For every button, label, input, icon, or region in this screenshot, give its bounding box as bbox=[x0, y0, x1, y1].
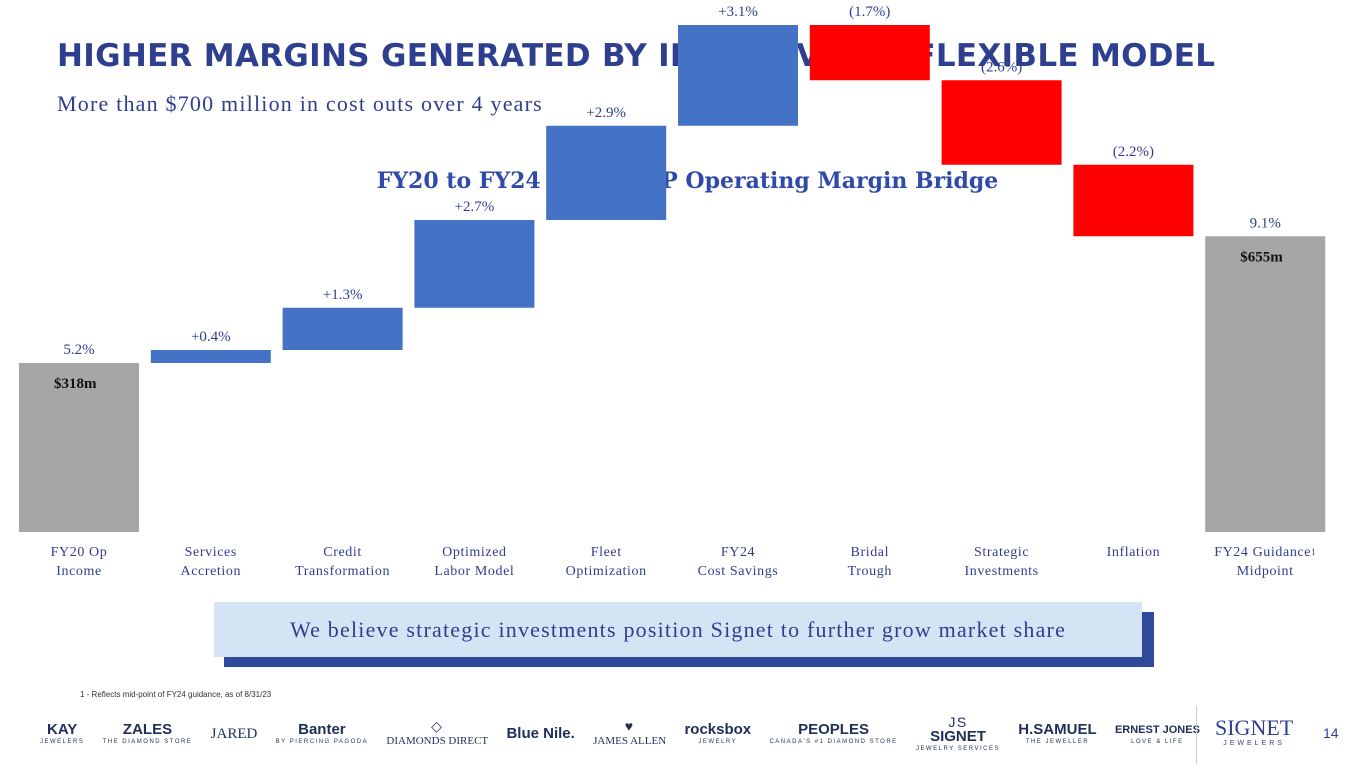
brand-logo-1: KAY JEWELERS bbox=[40, 720, 85, 747]
category-label-4: Optimized Labor Model bbox=[434, 545, 515, 579]
brand-name: SIGNET bbox=[930, 727, 986, 745]
brand-tagline: JEWELERS bbox=[40, 738, 85, 745]
brand-logo-3: JARED bbox=[211, 726, 258, 742]
brand-mark-icon: JS bbox=[948, 713, 968, 730]
value-label-8: (2.6%) bbox=[981, 59, 1022, 75]
brand-name: ERNEST JONES bbox=[1114, 723, 1200, 736]
brand-logo-10: JS SIGNET JEWELRY SERVICES bbox=[916, 715, 1000, 754]
category-label-3: Credit Transformation bbox=[295, 545, 391, 579]
bar-1 bbox=[19, 363, 139, 532]
brand-tagline: THE DIAMOND STORE bbox=[102, 738, 193, 745]
bar-3 bbox=[282, 307, 403, 350]
value-label-10: 9.1% bbox=[1250, 215, 1281, 231]
bar-8 bbox=[941, 80, 1062, 165]
dollar-label-1: $318m bbox=[54, 376, 97, 392]
page-subtitle: More than $700 million in cost outs over… bbox=[57, 91, 543, 116]
page-number: 14 bbox=[1323, 725, 1339, 741]
value-label-2: +0.4% bbox=[191, 329, 231, 345]
bar-10 bbox=[1205, 236, 1326, 532]
brand-name: ZALES bbox=[122, 720, 173, 738]
footnote-marker: 1 bbox=[1311, 547, 1317, 557]
waterfall-chart: 5.2% $318m +0.4% +1.3% +2.7% +2.9% +3.1% (1.7%)… bbox=[19, 4, 1326, 532]
value-label-5: +2.9% bbox=[586, 105, 626, 121]
bar-6 bbox=[678, 25, 798, 126]
brand-logo-6: Blue Nile. bbox=[506, 726, 574, 742]
category-label-2: Services Accretion bbox=[180, 545, 242, 579]
category-label-8: Strategic Investments bbox=[964, 545, 1039, 579]
value-label-7: (1.7%) bbox=[849, 4, 890, 20]
value-label-6: +3.1% bbox=[718, 4, 758, 20]
brand-name: PEOPLES bbox=[798, 720, 869, 738]
category-label-9: Inflation bbox=[1106, 545, 1161, 560]
brand-mark-icon: ◇ bbox=[431, 718, 444, 734]
brand-tagline: LOVE & LIFE bbox=[1131, 738, 1184, 745]
divider bbox=[1196, 706, 1197, 764]
brand-logo-7: ♥ JAMES ALLEN bbox=[593, 719, 666, 749]
page-title: HIGHER MARGINS GENERATED BY INITIATIVES … bbox=[57, 38, 1216, 74]
value-label-3: +1.3% bbox=[323, 287, 363, 303]
brand-logo-5: ◇ DIAMONDS DIRECT bbox=[386, 719, 488, 749]
brand-logo-4: Banter BY PIERCING PAGODA bbox=[275, 720, 369, 747]
brand-logo-9: PEOPLES CANADA'S #1 DIAMOND STORE bbox=[769, 720, 898, 747]
brand-logo-8: rocksbox JEWELRY bbox=[684, 720, 752, 747]
brand-mark-icon: ♥ bbox=[624, 718, 635, 734]
signet-logo-name: SIGNET bbox=[1215, 715, 1294, 740]
brand-logo-11: H.SAMUEL THE JEWELLER bbox=[1018, 720, 1097, 747]
brand-tagline: CANADA'S #1 DIAMOND STORE bbox=[769, 738, 898, 745]
footnote: 1 - Reflects mid-point of FY24 guidance,… bbox=[80, 690, 272, 699]
bar-4 bbox=[414, 220, 535, 308]
brand-name: JARED bbox=[210, 726, 258, 742]
brand-tagline: JEWELRY SERVICES bbox=[915, 745, 1000, 752]
brand-tagline: BY PIERCING PAGODA bbox=[275, 738, 369, 745]
brand-name: H.SAMUEL bbox=[1018, 720, 1097, 738]
bar-5 bbox=[546, 125, 667, 220]
bar-9 bbox=[1073, 164, 1194, 237]
brand-logo-12: ERNEST JONES LOVE & LIFE bbox=[1115, 722, 1200, 747]
brand-tagline: THE JEWELLER bbox=[1025, 738, 1090, 745]
brand-name: Banter bbox=[298, 720, 346, 738]
signet-corporate-logo: SIGNET JEWELERS bbox=[1215, 715, 1294, 748]
chart-title: FY20 to FY24 Non-GAAP Operating Margin B… bbox=[376, 168, 999, 194]
brand-tagline: JEWELRY bbox=[698, 738, 738, 745]
key-message-banner: We believe strategic investments positio… bbox=[214, 602, 1142, 657]
category-label-7: Bridal Trough bbox=[847, 545, 892, 579]
brand-logo-strip: KAY JEWELERS ZALES THE DIAMOND STORE JARED Ba… bbox=[40, 710, 1200, 758]
value-label-1: 5.2% bbox=[63, 342, 94, 358]
brand-name: rocksbox bbox=[684, 720, 752, 738]
category-label-10: FY24 Guidance1 Midpoint bbox=[1214, 545, 1317, 579]
category-label-6: FY24 Cost Savings bbox=[697, 545, 779, 579]
brand-name: JAMES ALLEN bbox=[593, 735, 667, 747]
category-label-1: FY20 Op Income bbox=[50, 545, 108, 579]
dollar-label-10: $655m bbox=[1240, 249, 1283, 265]
brand-name: Blue Nile. bbox=[506, 725, 575, 742]
bar-2 bbox=[150, 350, 271, 363]
brand-logo-2: ZALES THE DIAMOND STORE bbox=[102, 720, 193, 747]
brand-name: KAY bbox=[47, 720, 78, 738]
value-label-4: +2.7% bbox=[455, 199, 495, 215]
signet-logo-sub: JEWELERS bbox=[1223, 740, 1285, 747]
brand-name: DIAMONDS DIRECT bbox=[386, 735, 489, 747]
bar-7 bbox=[809, 25, 930, 81]
value-label-9: (2.2%) bbox=[1113, 144, 1154, 160]
category-label-5: Fleet Optimization bbox=[565, 545, 647, 579]
